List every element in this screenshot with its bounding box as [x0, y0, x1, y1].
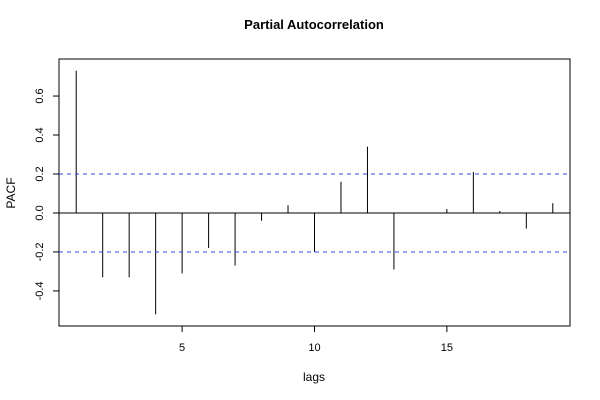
y-tick-label: -0.2 [34, 242, 46, 261]
x-axis: 5 10 15 [179, 325, 453, 354]
y-tick-label: 0.2 [34, 166, 46, 181]
y-tick-label: 0.0 [34, 205, 46, 220]
y-tick-label: -0.4 [34, 281, 46, 300]
y-tick-label: 0.4 [34, 127, 46, 142]
y-axis: -0.4 -0.2 0.0 0.2 0.4 0.6 [34, 88, 60, 300]
bars-group [75, 70, 554, 315]
plot-frame [58, 58, 571, 327]
y-axis-label: PACF [4, 177, 18, 208]
chart-title: Partial Autocorrelation [244, 17, 384, 32]
x-axis-label: lags [303, 370, 325, 384]
y-tick-label: 0.6 [34, 88, 46, 103]
x-tick-label: 5 [179, 342, 185, 354]
x-tick-label: 10 [308, 342, 320, 354]
x-tick-label: 15 [441, 342, 453, 354]
